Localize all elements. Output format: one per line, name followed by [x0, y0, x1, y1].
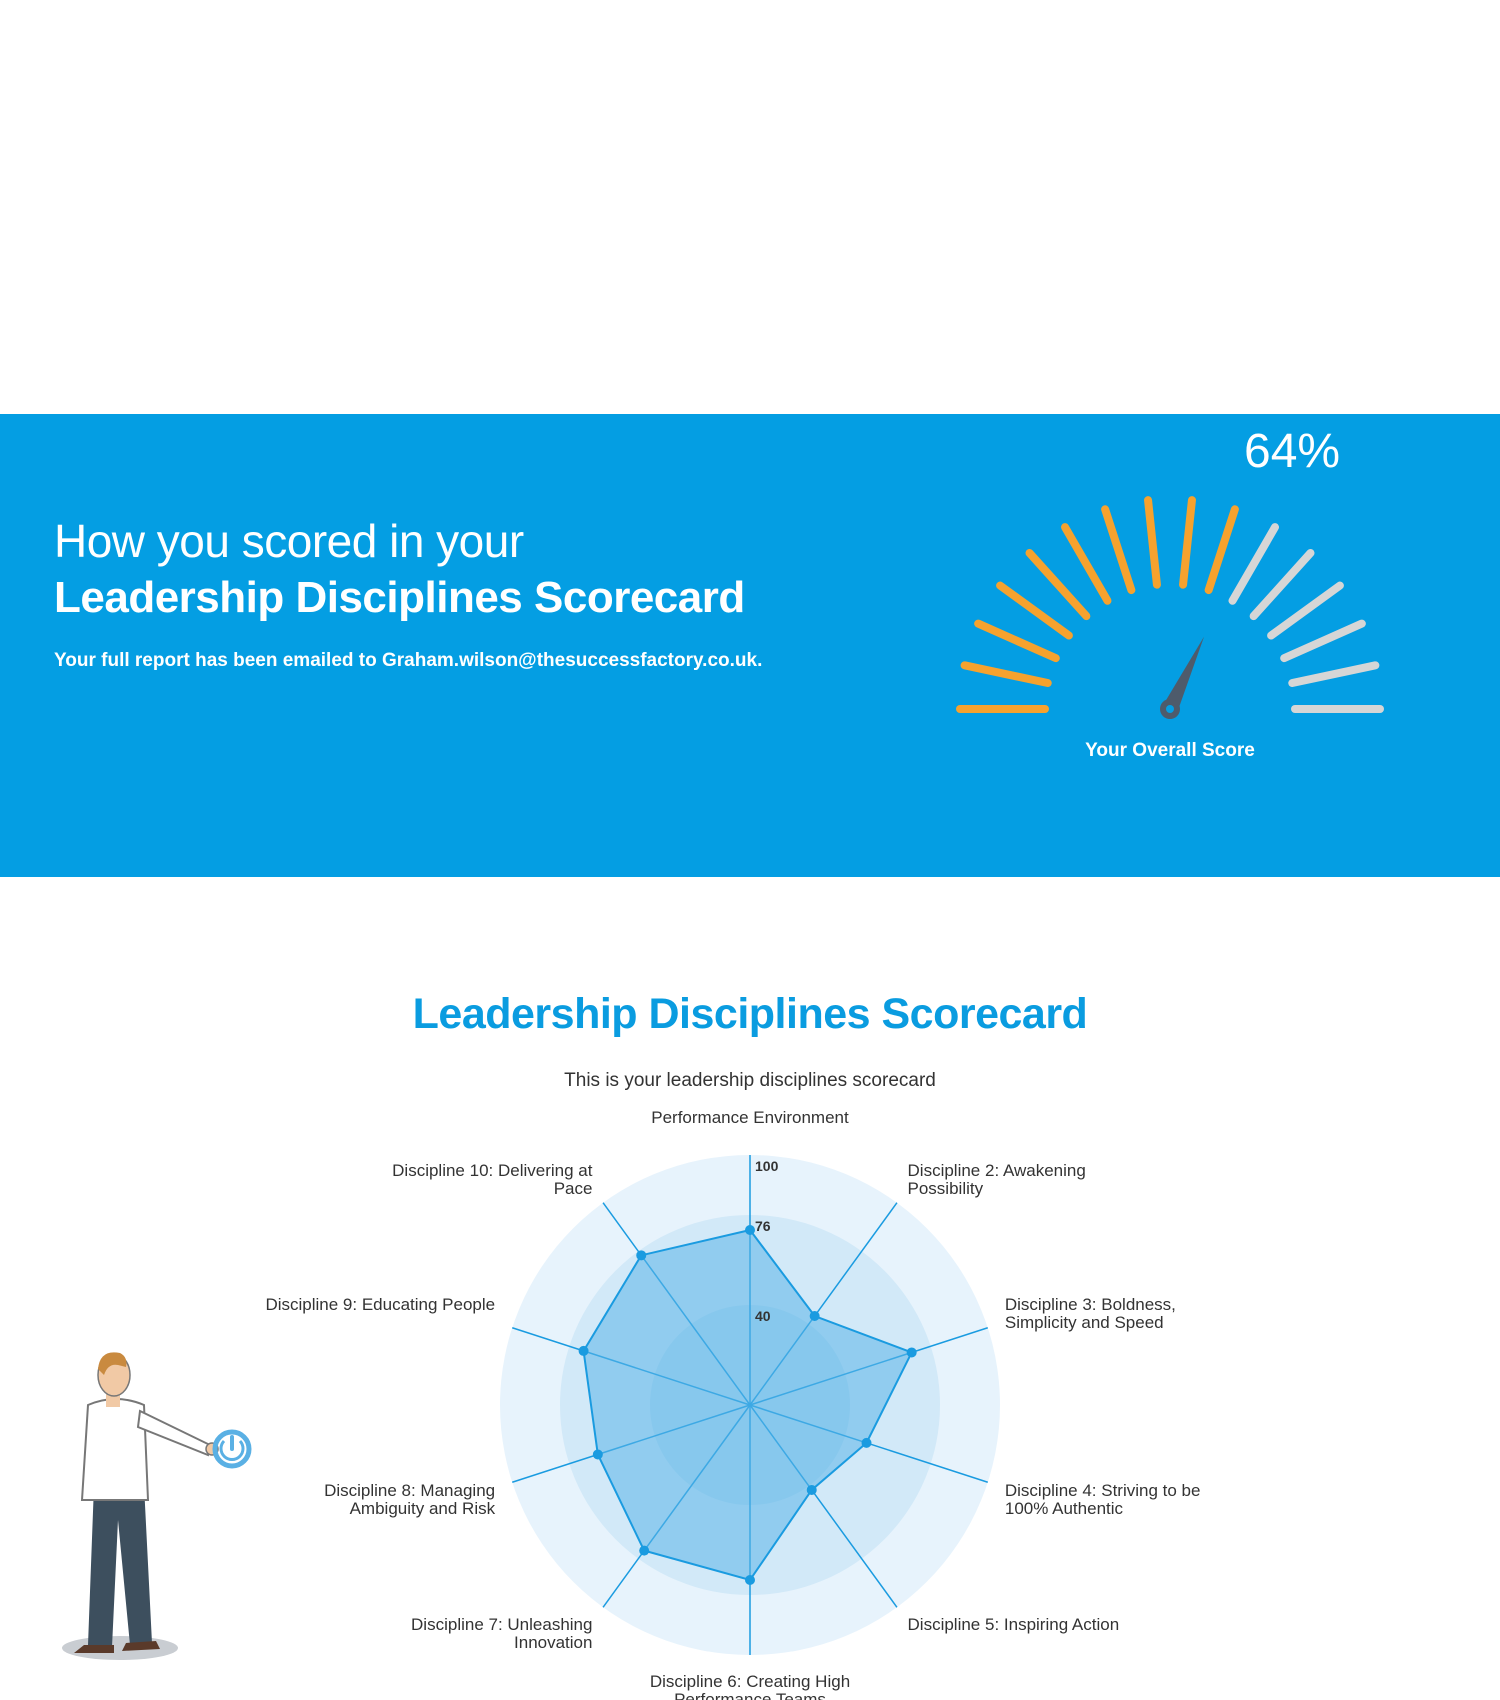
- gauge-tick: [1144, 496, 1161, 589]
- radar-point: [592, 1449, 603, 1460]
- radar-point: [639, 1545, 650, 1556]
- email-notice: Your full report has been emailed to Gra…: [54, 650, 763, 671]
- gauge-needle: [1162, 636, 1205, 713]
- radar-axis-label: Discipline 1: Creating a HighPerformance…: [643, 1110, 858, 1127]
- radar-axis-label: Discipline 10: Delivering at Pace: [392, 1161, 593, 1198]
- gauge-tick: [1280, 619, 1366, 663]
- hero-heading-line2: Leadership Disciplines Scorecard: [54, 573, 745, 622]
- radar-point: [578, 1345, 589, 1356]
- score-banner: How you scored in your Leadership Discip…: [0, 414, 1500, 877]
- radar-tick-label: 76: [755, 1218, 771, 1234]
- scorecard-subtitle: This is your leadership disciplines scor…: [564, 1070, 936, 1091]
- gauge-tick: [996, 581, 1073, 640]
- radar-chart: 100 76 40 Discipline 1: Creating a HighPerf…: [265, 1110, 1201, 1700]
- radar-axis-label: Discipline 2: Awakening Possibility: [908, 1161, 1086, 1198]
- radar-point: [636, 1250, 647, 1261]
- overall-score-label: Your Overall Score: [1085, 740, 1255, 761]
- gauge-tick: [1249, 548, 1315, 621]
- radar-tick-label: 100: [755, 1158, 779, 1174]
- radar-point: [745, 1225, 755, 1235]
- overall-score-value: 64%: [1244, 425, 1341, 478]
- gauge-tick: [1228, 523, 1279, 605]
- radar-point: [861, 1437, 872, 1448]
- radar-point: [806, 1484, 817, 1495]
- score-gauge: [956, 496, 1384, 719]
- radar-axis-label: Discipline 3: Boldness, Simplicity and Sp…: [1005, 1295, 1176, 1332]
- hero-heading-line1: How you scored in your: [54, 515, 524, 567]
- gauge-tick: [1179, 496, 1196, 589]
- gauge-tick: [1267, 581, 1344, 640]
- radar-axis-label: Discipline 6: Creating High Performance T…: [650, 1672, 850, 1700]
- radar-axis-label: Discipline 8: Managing Ambiguity and Risk: [324, 1481, 496, 1518]
- gauge-tick: [1061, 523, 1112, 605]
- person-pressing-power-button-illustration: [62, 1352, 252, 1660]
- radar-axis-label: Discipline 4: Striving to be 100% Authent…: [1005, 1481, 1201, 1518]
- gauge-tick: [1204, 505, 1239, 595]
- radar-tick-label: 40: [755, 1308, 771, 1324]
- scorecard-title: Leadership Disciplines Scorecard: [412, 990, 1088, 1038]
- radar-axis-label: Discipline 5: Inspiring Action: [908, 1615, 1120, 1634]
- gauge-tick: [974, 619, 1060, 663]
- gauge-tick: [1288, 661, 1380, 688]
- gauge-tick: [1101, 505, 1136, 595]
- radar-point: [906, 1347, 917, 1358]
- radar-axis-label: Discipline 9: Educating People: [265, 1295, 495, 1314]
- gauge-tick: [1025, 548, 1091, 621]
- radar-point: [809, 1311, 820, 1322]
- radar-axis-label: Discipline 7: Unleashing Innovation: [411, 1615, 592, 1652]
- gauge-tick: [960, 661, 1052, 688]
- radar-point: [745, 1575, 755, 1585]
